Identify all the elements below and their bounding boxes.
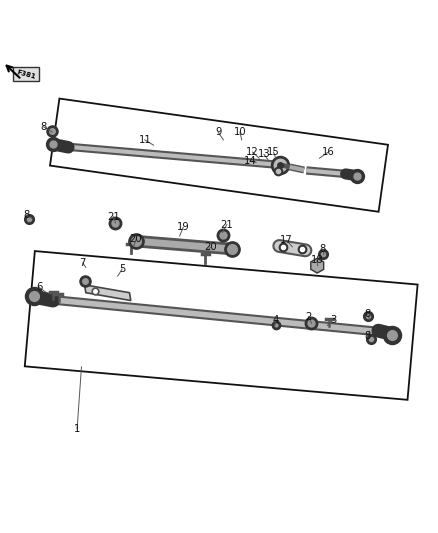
Text: 8: 8 bbox=[40, 122, 46, 132]
Text: 20: 20 bbox=[130, 235, 142, 245]
Text: 4: 4 bbox=[272, 315, 279, 325]
Text: 18: 18 bbox=[311, 255, 323, 265]
Text: 21: 21 bbox=[107, 212, 120, 222]
Text: 16: 16 bbox=[322, 147, 335, 157]
Text: 10: 10 bbox=[233, 127, 246, 137]
Text: 14: 14 bbox=[244, 156, 257, 166]
Text: 8: 8 bbox=[320, 244, 326, 254]
Text: 13: 13 bbox=[258, 149, 270, 159]
Text: 6: 6 bbox=[36, 282, 42, 293]
Text: 20: 20 bbox=[204, 243, 216, 252]
Text: 8: 8 bbox=[23, 210, 29, 220]
Polygon shape bbox=[311, 258, 324, 273]
Text: F381: F381 bbox=[16, 69, 36, 80]
Text: 12: 12 bbox=[246, 147, 259, 157]
Text: 7: 7 bbox=[80, 258, 86, 268]
Text: 5: 5 bbox=[119, 264, 125, 274]
Text: 17: 17 bbox=[280, 235, 293, 245]
Text: 3: 3 bbox=[330, 315, 336, 325]
Text: 9: 9 bbox=[215, 127, 221, 137]
Text: 2: 2 bbox=[305, 312, 312, 322]
FancyBboxPatch shape bbox=[13, 67, 39, 82]
Text: 15: 15 bbox=[267, 147, 280, 157]
Text: 1: 1 bbox=[74, 424, 80, 434]
Text: 8: 8 bbox=[364, 309, 371, 319]
Text: 19: 19 bbox=[177, 222, 190, 232]
Text: 21: 21 bbox=[220, 220, 233, 230]
Text: 11: 11 bbox=[138, 135, 151, 145]
Polygon shape bbox=[85, 285, 131, 301]
Text: 8: 8 bbox=[364, 332, 371, 341]
